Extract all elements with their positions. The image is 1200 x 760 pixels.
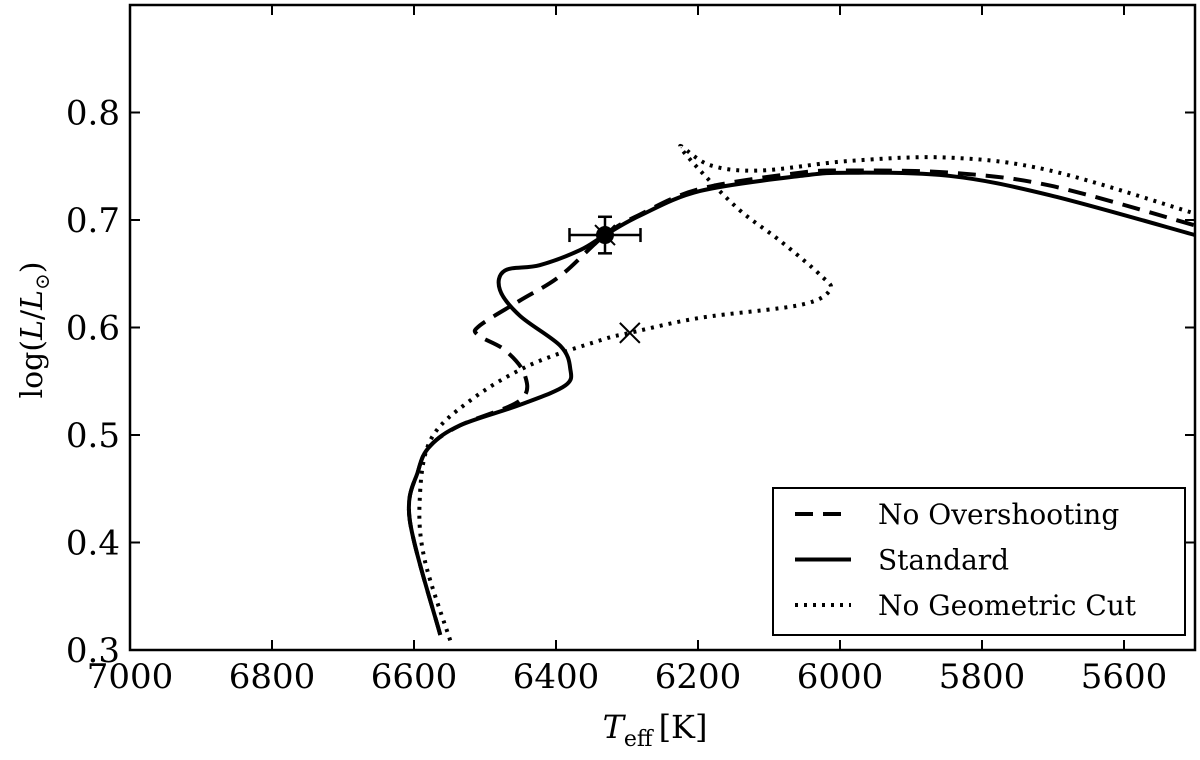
x-label-unit: [K] (659, 708, 708, 746)
y-label-symbol: L (15, 320, 50, 341)
y-tick-label: 0.6 (66, 309, 120, 349)
y-label-slash: / (15, 309, 50, 320)
y-label-sun: L (15, 290, 50, 311)
y-tick-label: 0.8 (66, 94, 120, 134)
x-tick-label: 6000 (797, 657, 884, 697)
x-tick-label: 6600 (371, 657, 458, 697)
x-tick-label: 7000 (87, 657, 174, 697)
y-label-sun-sub: ⊙ (30, 273, 54, 290)
x-tick-label: 6400 (513, 657, 600, 697)
x-tick-label: 6200 (655, 657, 742, 697)
y-axis-label: log(L/L⊙) (15, 261, 54, 398)
y-label-suffix: ) (15, 261, 50, 273)
x-label-subscript: eff (624, 727, 654, 752)
x-tick-label: 6800 (229, 657, 316, 697)
plot-area (406, 143, 1195, 641)
x-tick-label: 5600 (1081, 657, 1168, 697)
series-line (417, 143, 1195, 641)
series-line (406, 170, 1195, 636)
legend-label: No Overshooting (878, 498, 1119, 531)
y-tick-label: 0.3 (66, 631, 120, 671)
y-tick-label: 0.7 (66, 201, 120, 241)
y-tick-label: 0.5 (66, 416, 120, 456)
legend-label: No Geometric Cut (878, 589, 1137, 622)
y-label-prefix: log( (15, 340, 50, 399)
x-axis-label: Teff [K] (603, 708, 708, 752)
cross-marker (619, 322, 641, 344)
legend-label: Standard (878, 544, 1009, 577)
cross-marker (594, 224, 616, 246)
y-tick-label: 0.4 (66, 524, 120, 564)
x-tick-label: 5800 (939, 657, 1026, 697)
x-label-symbol: T (603, 708, 627, 746)
